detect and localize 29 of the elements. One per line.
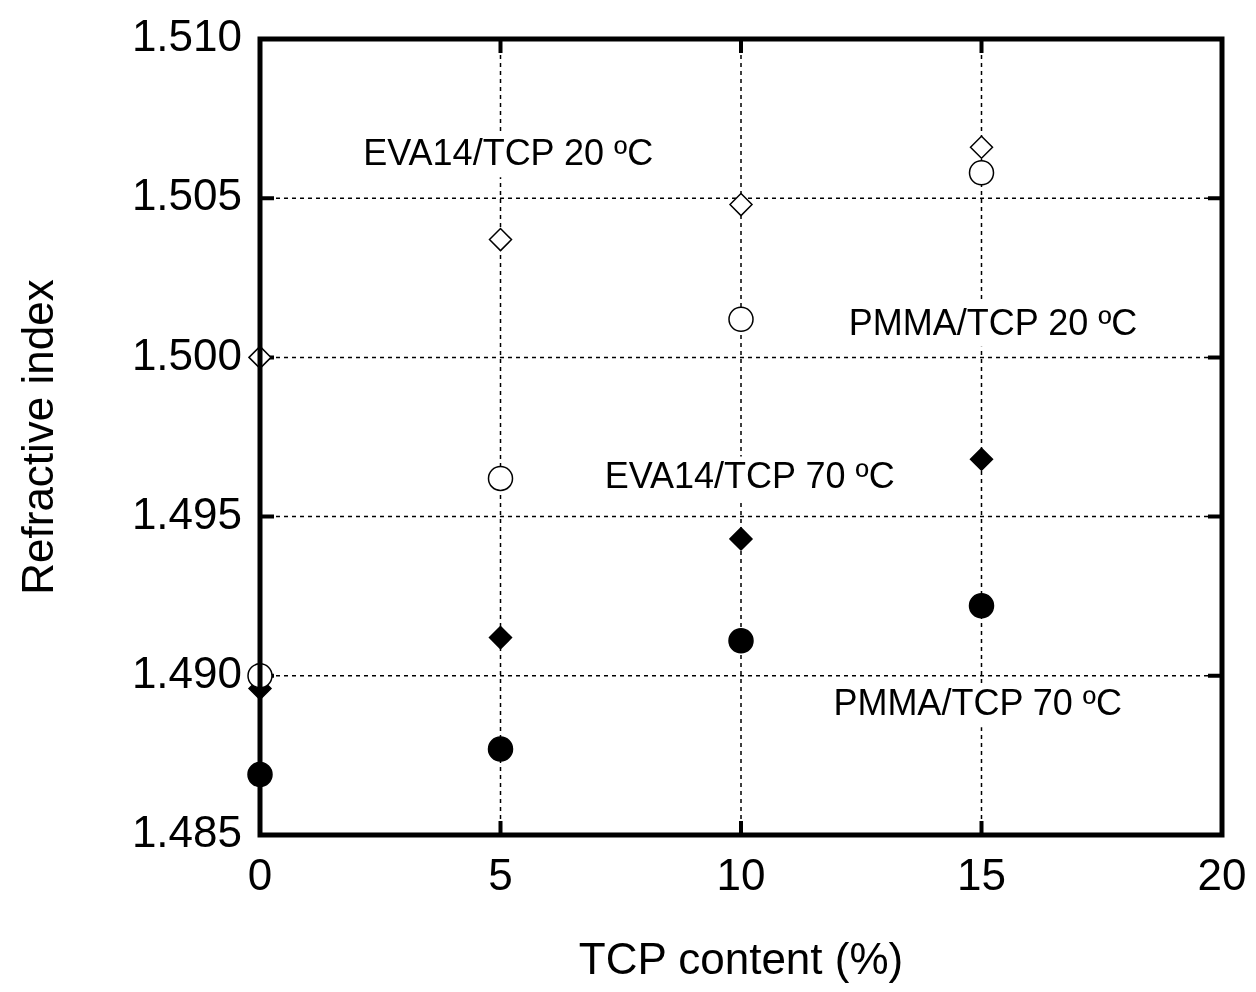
point <box>729 192 753 217</box>
text: EVA14/TCP 20 ºC <box>363 132 654 174</box>
x-tick-label: 20 <box>1197 849 1247 899</box>
point <box>968 593 995 619</box>
point <box>728 306 754 332</box>
y-tick-label: 1.490 <box>131 647 242 697</box>
point <box>728 628 754 654</box>
y-tick-label: 1.510 <box>131 11 242 61</box>
point <box>969 135 994 160</box>
y-tick-label: 1.500 <box>131 329 242 379</box>
x-tick-label: 15 <box>957 849 1006 899</box>
y-tick-label: 1.495 <box>131 488 242 538</box>
x-tick-label: 5 <box>488 849 513 899</box>
x-tick-label: 0 <box>247 849 273 899</box>
point <box>729 527 753 551</box>
point <box>488 625 513 650</box>
series-label: EVA14/TCP 70 ºC <box>604 455 895 497</box>
text: PMMA/TCP 70 ºC <box>833 682 1122 724</box>
y-tick-label: 1.505 <box>131 170 242 220</box>
point <box>487 736 514 762</box>
point <box>968 159 995 186</box>
x-axis-title: TCP content (%) <box>578 933 904 983</box>
text: PMMA/TCP 20 ºC <box>848 301 1138 343</box>
point <box>488 227 513 252</box>
y-axis-title: Refractive index <box>12 279 62 595</box>
point <box>969 447 994 472</box>
point <box>487 465 514 492</box>
y-tick-label: 1.485 <box>131 807 242 857</box>
x-tick-label: 10 <box>716 849 766 899</box>
